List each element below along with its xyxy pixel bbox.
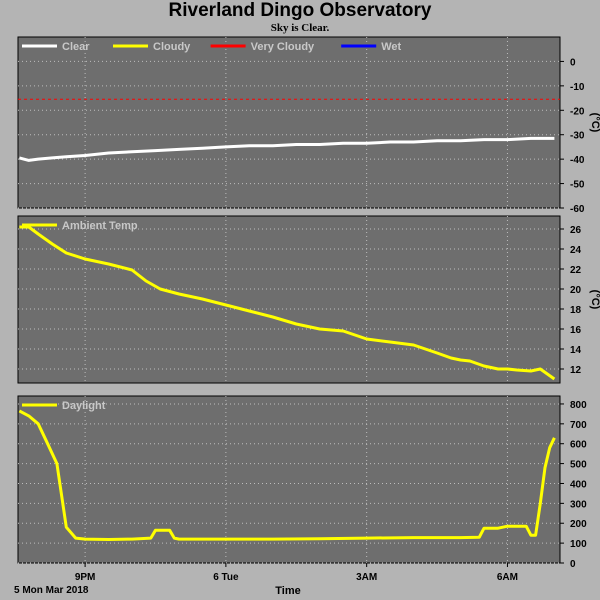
plot-area — [17, 36, 561, 209]
series-line-clear — [19, 136, 555, 162]
y-tick-label: -10 — [570, 82, 585, 93]
x-axis-label: Time — [275, 585, 300, 597]
series-line-ambient-temp — [19, 225, 556, 381]
ambient-temperature-panel: 26 24 22 20 18 16 14 12 (°C) Ambient Temp — [17, 215, 600, 384]
y-tick-label: 20 — [570, 285, 582, 296]
y-tick-label: -60 — [570, 204, 585, 215]
y-tick-label: 0 — [570, 559, 576, 570]
y-tick-label: 18 — [570, 305, 582, 316]
legend-entry: Clear — [62, 41, 90, 53]
sky-temperature-panel: 0 -10 -20 -30 -40 -50 -60 (°C) Clear Cloudy Very C… — [17, 36, 600, 215]
legend-entry: Ambient Temp — [62, 220, 138, 232]
legend-entry: Daylight — [62, 400, 106, 412]
legend-entry: Cloudy — [153, 41, 191, 53]
y-tick-label: 12 — [570, 365, 582, 376]
y-tick-label: -50 — [570, 180, 585, 191]
plot-area — [17, 395, 561, 564]
y-axis-label: (°C) — [589, 290, 600, 310]
x-tick-label: 6 Tue — [213, 572, 239, 583]
y-tick-label: 600 — [570, 440, 587, 451]
y-tick-label: 800 — [570, 400, 587, 411]
x-tick-label: 9PM — [75, 572, 96, 583]
y-tick-label: -20 — [570, 106, 585, 117]
date-label: 5 Mon Mar 2018 — [14, 585, 89, 596]
series-line-daylight — [18, 409, 556, 541]
page-title: Riverland Dingo Observatory — [168, 0, 432, 21]
y-tick-label: 200 — [570, 519, 587, 530]
y-tick-label: 300 — [570, 499, 587, 510]
y-axis-label: (°C) — [589, 113, 600, 133]
sky-status-subtitle: Sky is Clear. — [270, 22, 330, 34]
daylight-panel: 800 700 600 500 400 300 200 100 0 Daylight 9PM 6 Tu… — [17, 395, 587, 583]
y-tick-label: 0 — [570, 57, 576, 68]
legend-entry: Wet — [381, 41, 401, 53]
y-tick-label: 400 — [570, 479, 587, 490]
y-tick-label: -30 — [570, 131, 585, 142]
y-tick-label: 16 — [570, 325, 582, 336]
y-tick-label: 500 — [570, 460, 587, 471]
x-tick-label: 6AM — [497, 572, 518, 583]
legend-entry: Very Cloudy — [251, 41, 315, 53]
y-tick-label: 26 — [570, 225, 582, 236]
y-tick-label: 700 — [570, 420, 587, 431]
y-tick-label: 100 — [570, 539, 587, 550]
y-tick-label: -40 — [570, 155, 585, 166]
x-tick-label: 3AM — [356, 572, 377, 583]
y-tick-label: 24 — [570, 245, 582, 256]
y-tick-label: 14 — [570, 345, 582, 356]
plot-area — [17, 215, 561, 384]
y-tick-label: 22 — [570, 265, 582, 276]
